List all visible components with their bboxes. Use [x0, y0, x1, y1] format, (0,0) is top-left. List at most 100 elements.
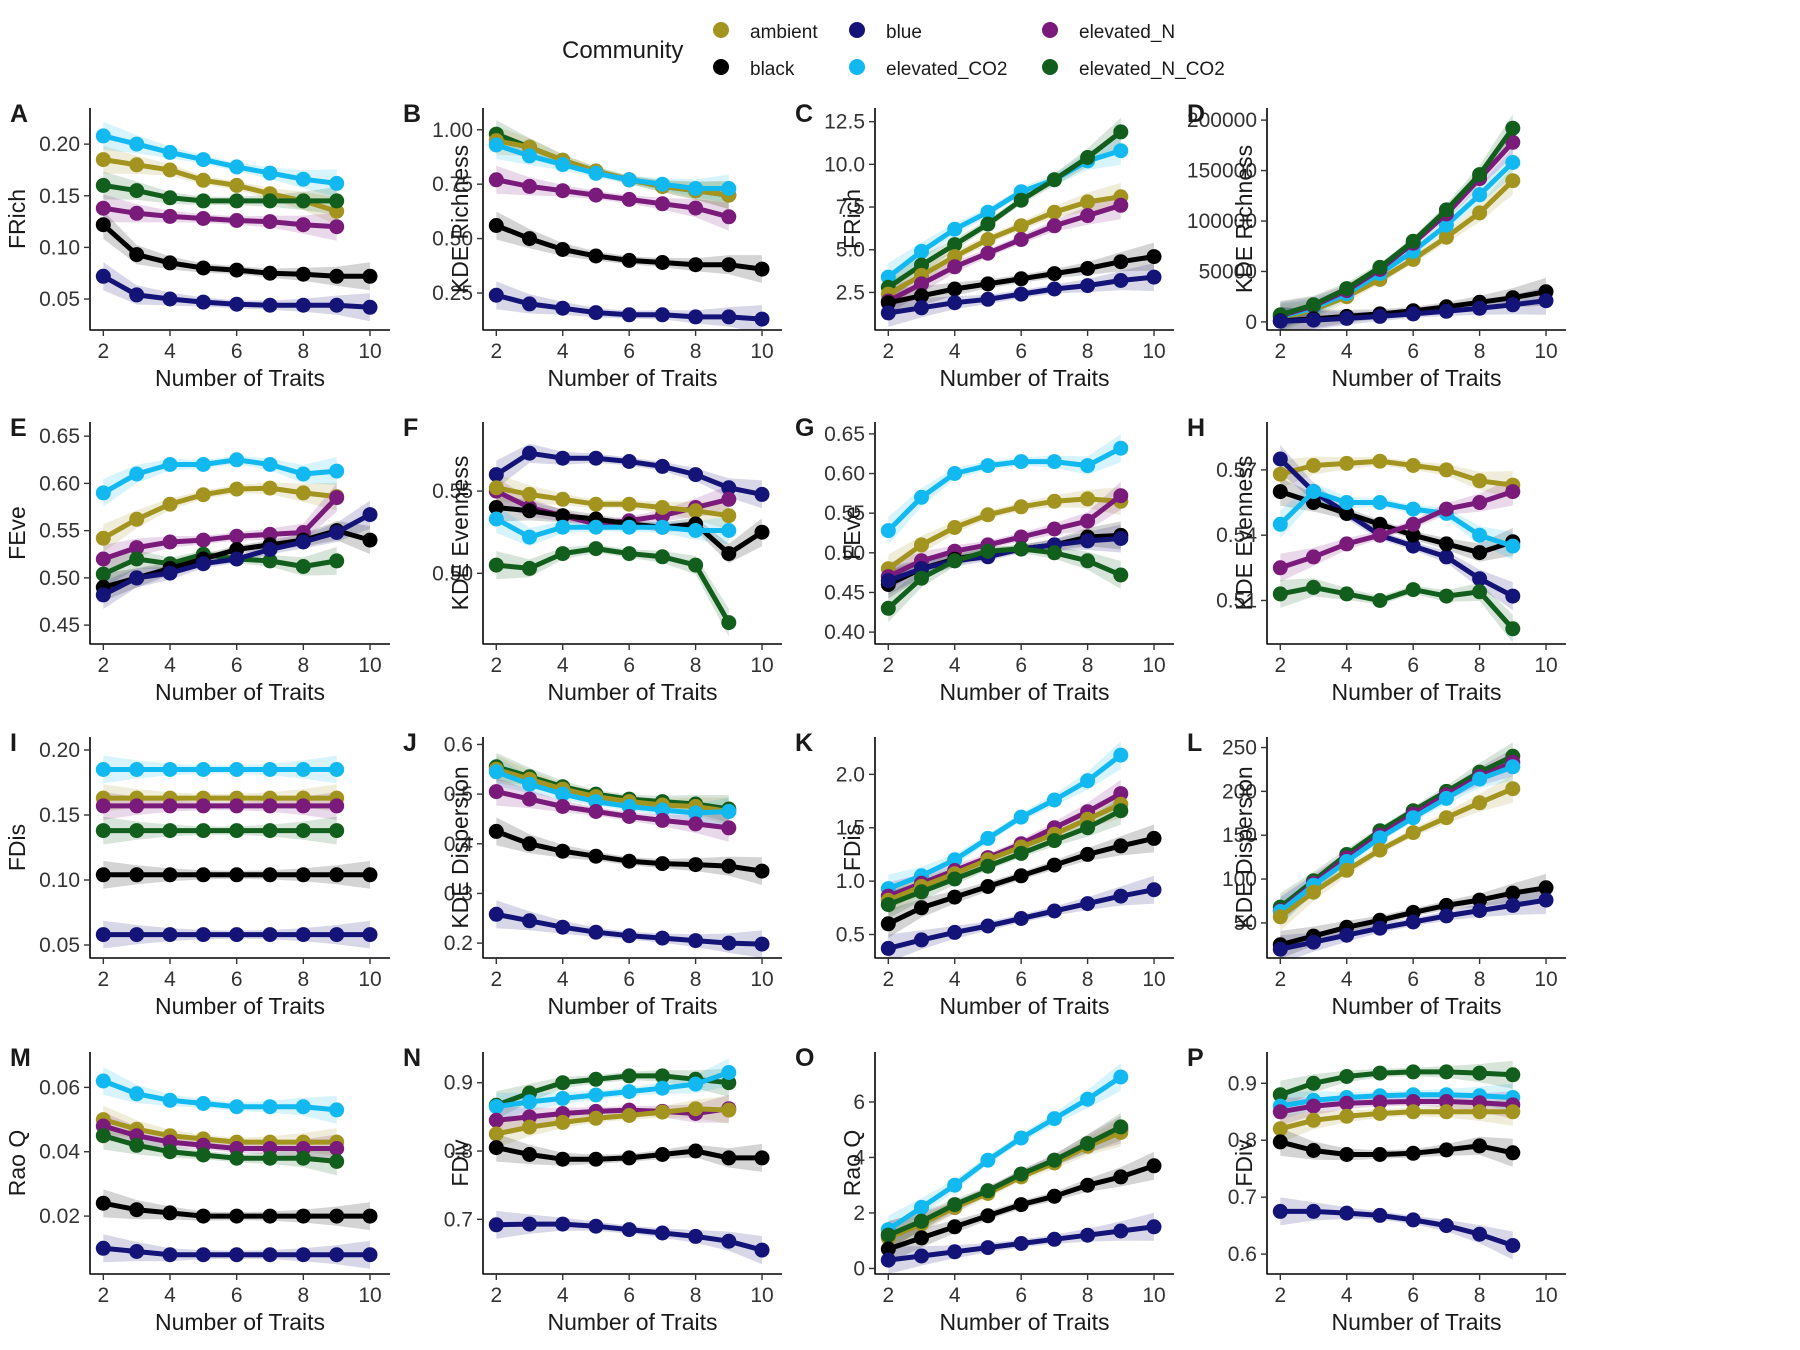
panel-k-point-elevated-co2 — [1113, 747, 1129, 763]
panel-n-point-ambient — [488, 1126, 504, 1142]
panel-g-y-tick-label: 0.50 — [824, 542, 865, 565]
panel-i-point-elevated-n-co2 — [129, 823, 145, 839]
panel-f-point-ambient — [654, 500, 670, 515]
panel-m-point-elevated-co2 — [262, 1099, 278, 1115]
panel-g-y-axis-title: FEve — [839, 506, 865, 560]
panel-p-point-elevated-n — [1438, 1094, 1454, 1109]
panel-d-point-blue — [1372, 308, 1388, 324]
panel-n-point-elevated-co2 — [555, 1090, 571, 1106]
panel-h-point-elevated-co2 — [1405, 501, 1421, 517]
panel-p-y-tick-label: 0.6 — [1228, 1243, 1257, 1266]
panel-j-point-elevated-co2 — [555, 786, 571, 802]
panel-f-point-blue — [688, 467, 704, 483]
panel-c-point-black — [1146, 249, 1162, 265]
panel-m-ribbon-elevated-co2 — [103, 1067, 337, 1124]
panel-g-point-elevated-n-co2 — [947, 553, 963, 569]
panel-e-point-blue — [195, 556, 211, 572]
panel-p-point-blue — [1339, 1205, 1355, 1221]
panel-m-point-elevated-co2 — [229, 1099, 245, 1115]
panel-h-point-elevated-n — [1405, 516, 1421, 532]
panel-l-point-ambient — [1372, 842, 1388, 858]
panel-p-x-tick-label: 2 — [1274, 1284, 1286, 1307]
panel-i-y-tick-label: 0.20 — [39, 739, 80, 762]
panel-m-y-axis-title: Rao Q — [4, 1130, 30, 1196]
panel-p-point-elevated-n-co2 — [1472, 1065, 1488, 1081]
panel-i-point-blue — [129, 927, 145, 943]
panel-g-point-elevated-n-co2 — [1013, 541, 1029, 557]
panel-e-y-axis-title: FEve — [4, 506, 30, 560]
panel-a-point-blue — [162, 291, 178, 307]
panel-p-point-elevated-n — [1272, 1104, 1288, 1120]
panel-k-x-tick-label: 4 — [949, 968, 961, 991]
panel-k: 2 4 6 8 10 0.5 1.0 1.5 2.0 Number of Traits FDis K — [795, 729, 1174, 1019]
panel-f-point-black — [488, 500, 504, 515]
panel-e-x-axis-title: Number of Traits — [155, 679, 325, 705]
panel-b-y-tick-label: 0.50 — [432, 228, 473, 251]
panel-i-point-blue — [329, 927, 345, 943]
panel-n-point-black — [522, 1147, 537, 1162]
panel-e-point-elevated-n — [195, 532, 211, 548]
panel-o-y-axis-title: Rao Q — [839, 1130, 865, 1196]
panel-f-point-blue — [754, 486, 770, 502]
panel-e-point-elevated-co2 — [162, 457, 178, 472]
panel-m-point-black — [229, 1208, 245, 1224]
panel-g-y-tick-label: 0.45 — [824, 581, 865, 604]
panel-o-point-elevated-co2 — [1080, 1091, 1096, 1107]
panel-p-point-ambient — [1472, 1104, 1488, 1120]
panel-n-point-elevated-co2 — [488, 1099, 504, 1115]
panel-n-point-ambient — [588, 1110, 604, 1126]
panel-l-letter: L — [1187, 729, 1202, 757]
panel-l-plot-area — [1272, 742, 1554, 958]
panel-e-point-blue — [129, 570, 145, 586]
panel-f-point-black — [555, 508, 571, 524]
panel-k-point-blue — [914, 932, 929, 948]
panel-c-point-black — [1113, 254, 1129, 270]
panel-k-x-axis-title: Number of Traits — [940, 993, 1110, 1019]
panel-a-point-elevated-n-co2 — [262, 193, 278, 209]
panel-g-point-ambient — [1046, 493, 1062, 509]
panel-c-x-tick-label: 2 — [882, 340, 894, 363]
panel-c-point-blue — [1080, 278, 1096, 294]
panel-g-plot-area — [880, 434, 1129, 623]
panel-o-point-elevated-co2 — [980, 1152, 996, 1168]
panel-h-point-black — [1438, 536, 1454, 552]
panel-c-point-elevated-n — [1080, 208, 1096, 224]
panel-i-point-black — [195, 867, 211, 883]
legend-marker-elevated-n-co2 — [1042, 59, 1058, 75]
panel-l-point-elevated-co2 — [1405, 810, 1421, 826]
panel-c-point-elevated-n-co2 — [980, 216, 996, 232]
panel-h-point-black — [1372, 516, 1388, 532]
panel-p-point-black — [1438, 1142, 1454, 1158]
panel-d-point-blue — [1339, 310, 1355, 326]
panel-j-point-elevated-co2 — [488, 764, 504, 780]
panel-m-point-blue — [295, 1247, 311, 1263]
panel-d-x-tick-label: 10 — [1534, 340, 1557, 363]
panel-f-point-elevated-n-co2 — [522, 560, 537, 576]
panel-h-letter: H — [1187, 414, 1205, 442]
panel-c-y-tick-label: 10.0 — [824, 153, 865, 176]
panel-p-point-blue — [1306, 1203, 1321, 1219]
panel-h-x-tick-label: 10 — [1534, 654, 1557, 677]
panel-d-point-elevated-n-co2 — [1372, 259, 1388, 275]
panel-i-point-elevated-n — [95, 798, 111, 814]
panel-e-x-tick-label: 4 — [164, 654, 176, 677]
panel-n-point-elevated-co2 — [621, 1084, 637, 1100]
panel-a-point-elevated-co2 — [195, 152, 211, 168]
panel-i-point-elevated-n — [162, 798, 178, 814]
panel-e-point-elevated-n — [95, 551, 111, 567]
panel-j-point-elevated-co2 — [522, 776, 537, 792]
panel-e-x-tick-label: 2 — [97, 654, 109, 677]
panel-m-point-blue — [329, 1247, 345, 1263]
panel-a-point-black — [129, 247, 145, 263]
panel-n-point-ambient — [721, 1102, 737, 1118]
panel-d-point-elevated-n — [1505, 134, 1521, 150]
panel-l-point-black — [1505, 885, 1521, 901]
panel-b-point-elevated-n — [654, 196, 670, 212]
panel-n-point-blue — [654, 1225, 670, 1241]
legend-entry-elevated-co2: elevated_CO2 — [849, 59, 1007, 80]
panel-i-x-tick-label: 2 — [97, 968, 109, 991]
panel-i-point-elevated-co2 — [195, 762, 211, 777]
panel-g-x-tick-label: 2 — [882, 654, 894, 677]
panel-m-point-elevated-n — [329, 1141, 345, 1156]
panel-j-point-elevated-co2 — [654, 802, 670, 818]
